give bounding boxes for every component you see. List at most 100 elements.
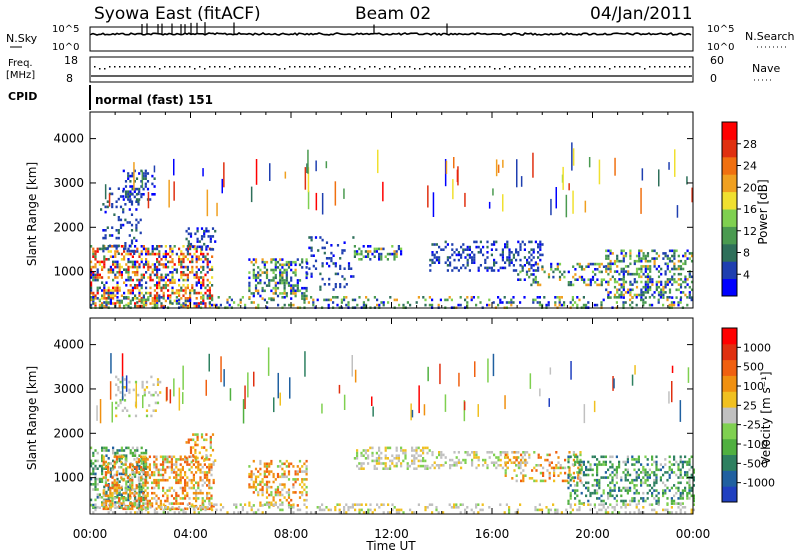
range-cell <box>522 469 525 472</box>
range-cell <box>254 488 258 492</box>
range-cell <box>203 235 206 238</box>
range-cell <box>626 491 629 495</box>
range-cell <box>580 465 583 469</box>
range-cell <box>631 272 634 276</box>
range-cell <box>301 485 304 489</box>
range-cell <box>101 470 104 473</box>
range-cell <box>101 472 104 476</box>
range-cell <box>90 464 93 468</box>
range-cell <box>532 256 535 259</box>
range-cell <box>94 480 97 483</box>
range-cell <box>646 285 650 289</box>
range-cell <box>153 473 156 477</box>
range-cell <box>120 446 123 450</box>
range-cell <box>629 254 632 258</box>
range-cell <box>354 503 357 506</box>
nave-dot <box>524 66 526 68</box>
range-cell <box>287 496 291 499</box>
range-cell <box>644 254 647 258</box>
range-cell <box>673 254 676 258</box>
range-cell <box>105 299 108 303</box>
range-cell <box>206 271 209 274</box>
range-cell <box>334 285 337 289</box>
colorbar-swatch <box>722 486 737 503</box>
range-cell <box>642 481 645 485</box>
range-cell <box>111 491 114 495</box>
range-cell <box>202 506 205 509</box>
nsky-tick-top: 10^5 <box>52 24 79 35</box>
range-cell <box>576 458 579 461</box>
range-cell <box>569 484 572 487</box>
range-cell <box>622 257 625 260</box>
range-cell <box>112 291 115 295</box>
range-cell <box>644 257 647 260</box>
range-cell <box>428 449 431 452</box>
range-streak <box>410 403 412 421</box>
range-cell <box>290 276 293 280</box>
range-cell <box>169 508 172 512</box>
range-cell <box>635 259 639 263</box>
range-cell <box>567 499 570 503</box>
range-cell <box>159 473 162 477</box>
range-cell <box>596 303 599 307</box>
range-cell <box>387 301 390 304</box>
range-cell <box>613 296 616 299</box>
range-cell <box>144 489 147 492</box>
range-cell <box>513 461 516 464</box>
range-cell <box>343 506 346 509</box>
range-cell <box>598 503 601 506</box>
range-cell <box>116 299 119 303</box>
range-cell <box>633 468 636 472</box>
range-cell <box>464 266 467 270</box>
range-cell <box>189 232 193 236</box>
range-cell <box>164 276 167 279</box>
range-cell <box>360 258 363 261</box>
range-cell <box>321 264 324 268</box>
range-cell <box>94 464 97 468</box>
range-cell <box>582 473 585 477</box>
range-cell <box>131 446 134 450</box>
range-cell <box>292 511 295 514</box>
range-cell <box>257 303 260 307</box>
range-cell <box>389 459 392 463</box>
range-cell <box>184 286 187 290</box>
range-cell <box>178 302 181 305</box>
range-cell <box>629 486 632 490</box>
colorbar-tick-label: 8 <box>743 247 750 260</box>
colorbar-tick-label: 100 <box>743 380 764 393</box>
range-cell <box>424 446 427 450</box>
range-cell <box>118 459 121 463</box>
range-cell <box>541 265 544 268</box>
range-cell <box>585 265 588 268</box>
range-cell <box>382 503 385 506</box>
range-cell <box>686 497 689 500</box>
nave-dot <box>624 66 626 68</box>
range-cell <box>179 455 182 459</box>
range-cell <box>495 456 498 459</box>
range-cell <box>116 284 119 287</box>
nave-dot <box>339 68 341 70</box>
range-cell <box>123 386 127 389</box>
range-cell <box>156 383 160 386</box>
range-cell <box>332 301 335 304</box>
range-cell <box>106 205 109 209</box>
range-cell <box>391 508 394 512</box>
range-cell <box>149 503 152 506</box>
range-cell <box>440 464 443 467</box>
range-cell <box>411 449 414 452</box>
range-cell <box>431 251 434 254</box>
range-cell <box>389 446 392 450</box>
range-cell <box>129 484 132 487</box>
range-cell <box>305 491 308 494</box>
range-cell <box>655 267 658 271</box>
range-cell <box>679 476 682 479</box>
range-cell <box>101 289 104 292</box>
range-cell <box>624 463 627 466</box>
range-cell <box>466 258 469 262</box>
range-cell <box>497 269 500 272</box>
range-cell <box>129 278 132 282</box>
range-cell <box>237 303 240 307</box>
range-cell <box>104 481 107 485</box>
range-cell <box>582 463 585 466</box>
range-cell <box>114 276 117 279</box>
